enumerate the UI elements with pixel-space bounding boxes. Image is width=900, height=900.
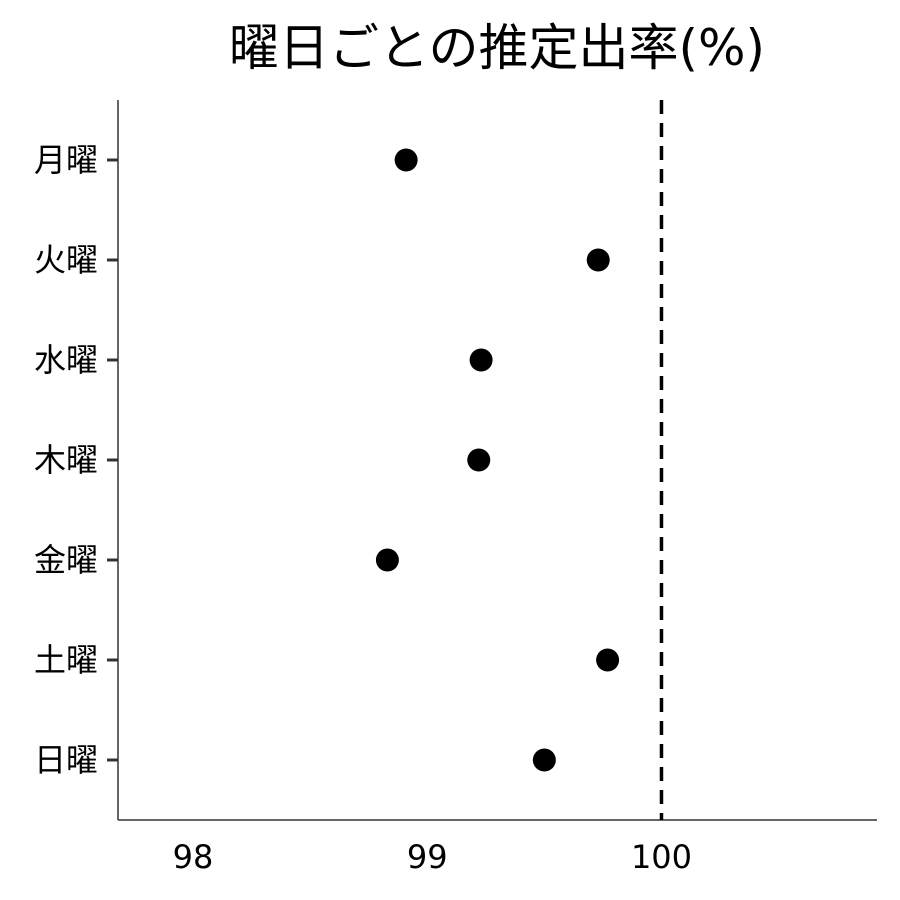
x-tick-label: 99	[407, 838, 448, 876]
data-point	[596, 648, 620, 672]
data-point	[586, 248, 610, 272]
y-tick-label: 木曜	[34, 441, 98, 479]
data-point	[375, 548, 399, 572]
x-tick-label: 100	[631, 838, 692, 876]
data-point	[394, 148, 418, 172]
data-point	[532, 748, 556, 772]
y-tick-label: 水曜	[34, 341, 98, 379]
y-tick-label: 金曜	[34, 541, 98, 579]
x-tick-label: 98	[173, 838, 214, 876]
y-tick-label: 火曜	[34, 241, 98, 279]
data-point	[469, 348, 493, 372]
y-tick-label: 月曜	[34, 141, 98, 179]
data-point	[467, 448, 491, 472]
point-layer	[375, 148, 620, 772]
x-tick-layer: 98 99 100	[173, 838, 692, 876]
chart-title: 曜日ごとの推定出率(%)	[229, 19, 765, 77]
y-tick-label: 土曜	[34, 641, 98, 679]
y-tick-label: 日曜	[34, 741, 98, 779]
